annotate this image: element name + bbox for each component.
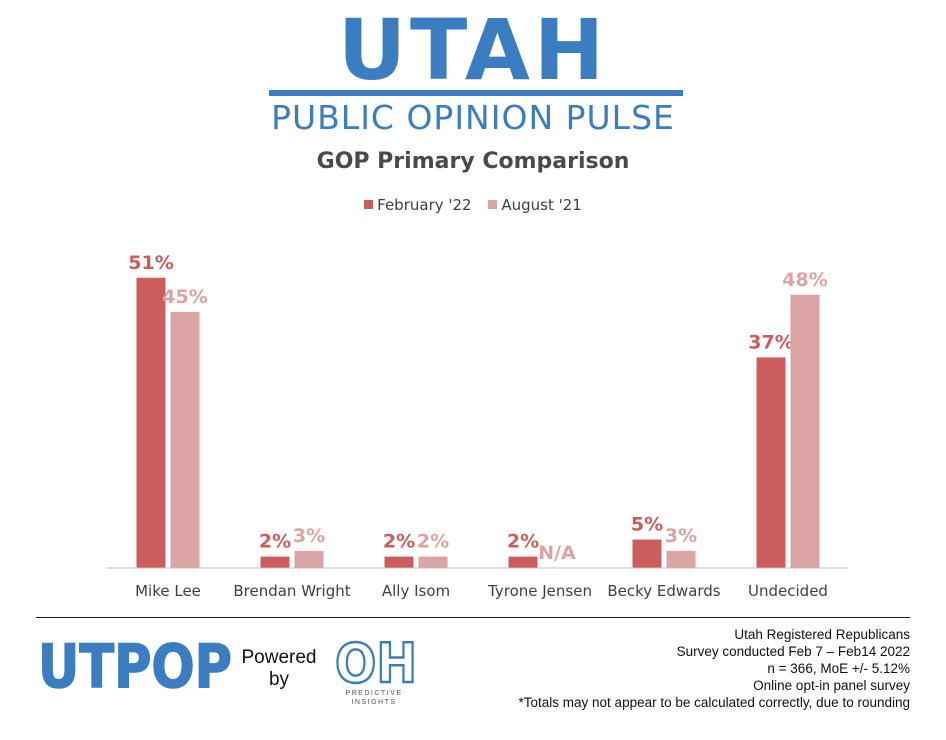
bar-tyrone-jensen-february [508, 556, 538, 568]
data-label-mike-lee-february: 51% [128, 252, 173, 274]
note-population: Utah Registered Republicans [734, 627, 910, 642]
x-tick-labels: Mike Lee Brendan Wright Ally Isom Tyrone Je… [135, 582, 828, 600]
oh-predictive-insights-logo: OH [334, 631, 419, 688]
chart-legend: February '22 August '21 [0, 196, 946, 214]
bar-brendan-wright-february [260, 556, 290, 568]
brand-rule [269, 90, 683, 96]
note-sample: n = 366, MoE +/- 5.12% [767, 661, 910, 676]
data-label-becky-edwards-february: 5% [631, 514, 663, 536]
bar-ally-isom-february [384, 556, 414, 568]
powered-by-line2: by [268, 669, 290, 690]
bar-undecided-august [790, 294, 820, 568]
utpop-logo: UTPOP [38, 631, 233, 696]
chart-title: GOP Primary Comparison [316, 149, 630, 174]
footer-rule [36, 617, 910, 618]
bar-mike-lee-august [170, 311, 200, 568]
legend-swatch-february [364, 200, 374, 209]
note-method: Online opt-in panel survey [753, 678, 910, 693]
survey-notes: Utah Registered Republicans Survey condu… [519, 626, 910, 711]
oh-caption-line1: PREDICTIVE [345, 690, 403, 697]
bar-ally-isom-august [418, 556, 448, 568]
x-tick-undecided: Undecided [748, 582, 828, 600]
x-tick-brendan-wright: Brendan Wright [233, 582, 350, 600]
data-label-undecided-february: 37% [748, 331, 793, 353]
data-label-tyrone-jensen-august: N/A [538, 542, 576, 564]
note-rounding: *Totals may not appear to be calculated … [518, 695, 910, 710]
brand-title: UTAH [337, 1, 609, 99]
note-dates: Survey conducted Feb 7 – Feb14 2022 [676, 644, 910, 659]
data-label-ally-isom-february: 2% [383, 531, 415, 553]
bar-becky-edwards-august [666, 550, 696, 568]
powered-by-text: Powered by [238, 647, 320, 691]
brand-subtitle: PUBLIC OPINION PULSE [271, 98, 675, 137]
x-tick-tyrone-jensen: Tyrone Jensen [487, 582, 592, 600]
data-label-becky-edwards-august: 3% [665, 525, 697, 547]
utpop-logo-text: UTPOP [38, 632, 232, 696]
data-label-tyrone-jensen-february: 2% [507, 531, 539, 553]
data-label-brendan-wright-february: 2% [259, 531, 291, 553]
legend-label-february: February '22 [377, 196, 472, 214]
data-label-mike-lee-august: 45% [162, 286, 207, 308]
legend-swatch-august [488, 200, 498, 209]
bar-brendan-wright-august [294, 550, 324, 568]
oh-logo-caption: PREDICTIVE INSIGHTS [333, 689, 415, 707]
bar-mike-lee-february [136, 277, 166, 568]
oh-logo-mark: OH [335, 632, 417, 688]
legend-item-february: February '22 [364, 196, 472, 214]
bar-chart: 51%45%2% 3% 2% 2% 2%N/A5%3%37%48% Mike Lee Br… [106, 252, 848, 600]
x-tick-ally-isom: Ally Isom [382, 582, 450, 600]
oh-caption-line2: INSIGHTS [351, 699, 397, 706]
bars-group: 51%45%2% 3% 2% 2% 2%N/A5%3%37%48% [128, 252, 828, 568]
data-label-ally-isom-august: 2% [417, 531, 449, 553]
data-label-brendan-wright-august: 3% [293, 525, 325, 547]
data-label-undecided-august: 48% [782, 269, 827, 291]
powered-by-line1: Powered [241, 647, 317, 668]
x-tick-mike-lee: Mike Lee [135, 582, 201, 600]
x-tick-becky-edwards: Becky Edwards [607, 582, 720, 600]
bar-becky-edwards-february [632, 539, 662, 568]
legend-label-august: August '21 [501, 196, 582, 214]
bar-undecided-february [756, 357, 786, 568]
legend-item-august: August '21 [488, 196, 582, 214]
